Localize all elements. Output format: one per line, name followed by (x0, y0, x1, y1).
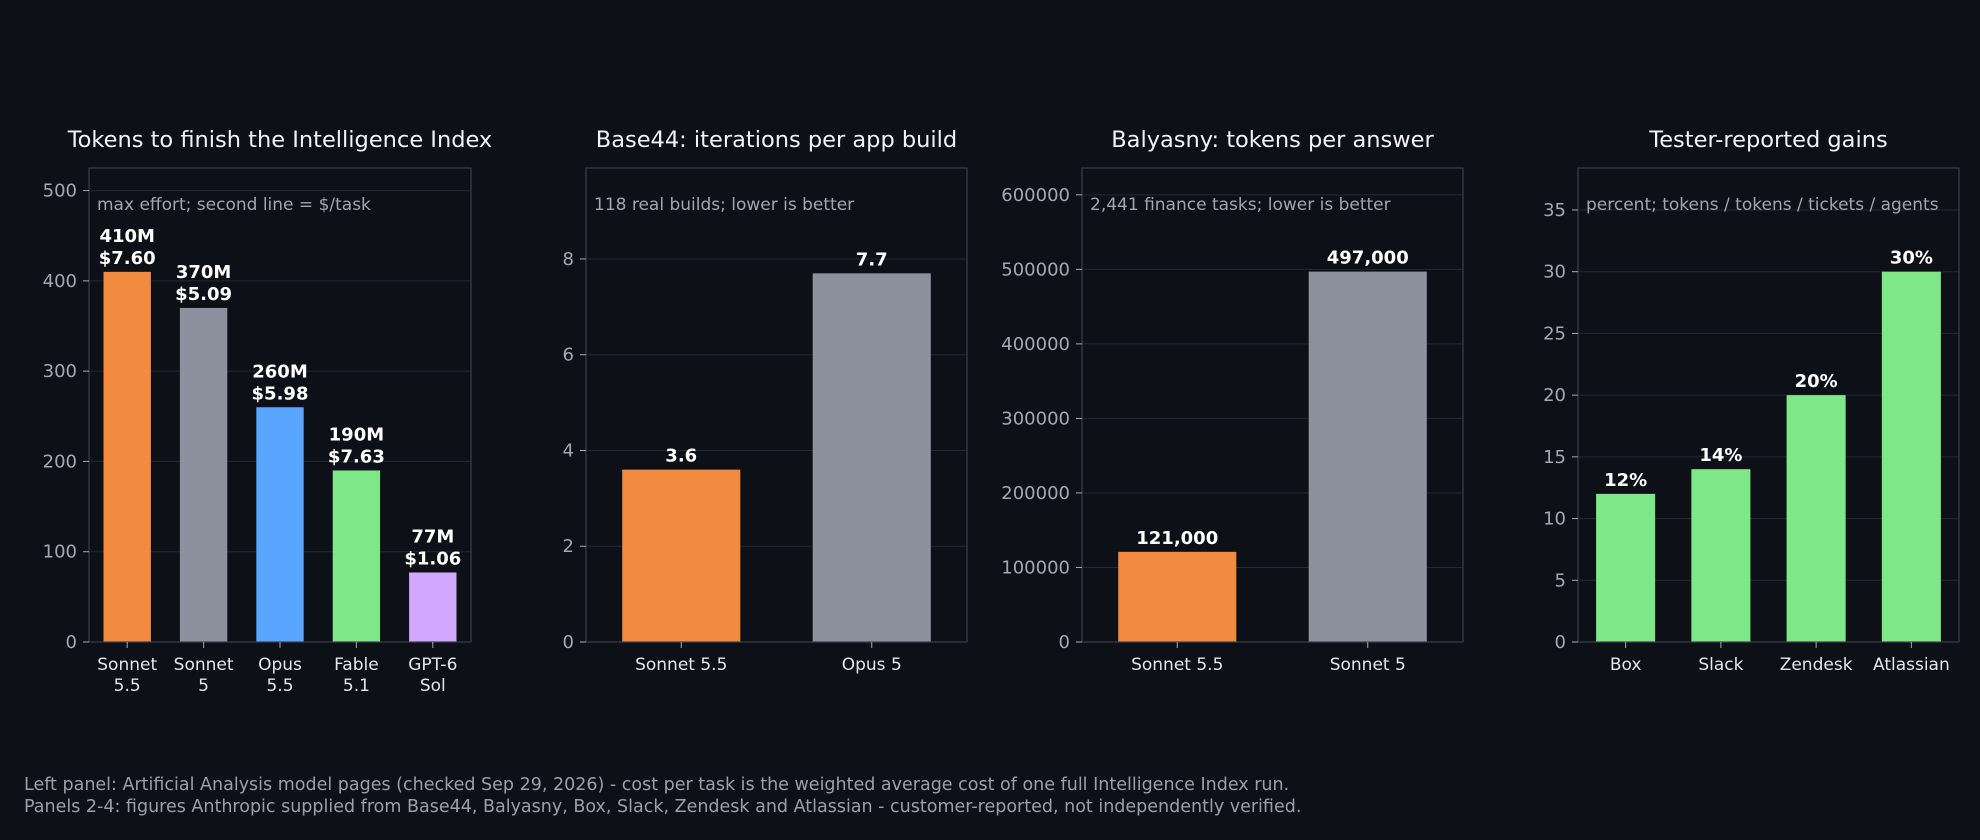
y-tick-label: 0 (1555, 632, 1566, 653)
y-tick-label: 30 (1543, 262, 1566, 283)
bar-slack (1691, 469, 1751, 642)
chart-subtitle: max effort; second line = $/task (97, 195, 371, 215)
bar-atlassian (1881, 271, 1941, 642)
y-tick-label: 15 (1543, 447, 1566, 468)
y-tick-label: 8 (563, 249, 574, 270)
x-tick-label: Atlassian (1873, 655, 1950, 675)
plot-frame (1081, 167, 1464, 643)
y-tick-label: 200000 (1001, 483, 1070, 504)
bar-opus-5-5 (256, 407, 304, 642)
chart-title: Tester-reported gains (1648, 127, 1887, 153)
chart-title: Base44: iterations per app build (596, 127, 957, 153)
bar-gpt-6-sol (409, 572, 457, 642)
data-label: 14% (1699, 445, 1742, 466)
data-label: 77M $1.06 (404, 526, 461, 569)
x-tick-label: Sonnet 5.5 (97, 655, 157, 696)
bar-opus-5 (812, 273, 931, 642)
y-tick-label: 300 (43, 361, 77, 382)
y-tick-label: 100000 (1001, 557, 1070, 578)
bar-sonnet-5-5 (622, 469, 741, 642)
y-tick-label: 0 (1059, 632, 1070, 653)
x-tick-label: Sonnet 5.5 (1131, 655, 1223, 675)
x-tick-label: Slack (1698, 655, 1743, 675)
y-tick-label: 100 (43, 542, 77, 563)
chart-panel-3: 121,000 497,000 0 100000 200000 300000 400000 5… (1001, 127, 1464, 675)
footnote-source-left-panel: Left panel: Artificial Analysis model pa… (24, 775, 1290, 795)
bar-sonnet-5-5 (103, 271, 151, 642)
chart-title: Tokens to finish the Intelligence Index (67, 127, 493, 153)
x-tick-label: Opus 5.5 (258, 655, 302, 696)
chart-panel-4: 12% 14% 20% 30% 0 5 10 15 20 25 30 35 Box Slack Zendes… (1543, 127, 1960, 675)
y-tick-label: 500 (43, 181, 77, 202)
y-tick-label: 35 (1543, 200, 1566, 221)
y-tick-label: 6 (563, 345, 574, 366)
x-tick-label: Fable 5.1 (334, 655, 379, 696)
bar-fable-5-1 (332, 470, 381, 642)
x-tick-label: GPT-6 Sol (408, 655, 457, 696)
y-tick-label: 2 (563, 536, 574, 557)
y-tick-label: 10 (1543, 509, 1566, 530)
x-tick-label: Zendesk (1780, 655, 1853, 675)
y-tick-label: 20 (1543, 385, 1566, 406)
chart-subtitle: percent; tokens / tokens / tickets / age… (1586, 195, 1939, 215)
x-tick-label: Sonnet 5 (174, 655, 234, 696)
y-tick-label: 300000 (1001, 408, 1070, 429)
plot-frame (585, 167, 968, 643)
y-tick-label: 200 (43, 451, 77, 472)
y-tick-label: 500000 (1001, 259, 1070, 280)
y-tick-label: 5 (1555, 570, 1566, 591)
y-tick-label: 4 (563, 440, 574, 461)
chart-panel-2: 3.6 7.7 0 2 4 6 8 Sonnet 5.5 Opus 5 Base44: itera… (563, 127, 968, 675)
chart-title: Balyasny: tokens per answer (1111, 127, 1434, 153)
x-tick-label: Sonnet 5 (1330, 655, 1406, 675)
bar-zendesk (1786, 395, 1846, 642)
data-label: 370M $5.09 (175, 262, 232, 305)
data-label: 497,000 (1327, 248, 1409, 269)
data-label: 121,000 (1136, 528, 1218, 549)
bar-sonnet-5 (1308, 271, 1427, 642)
data-label: 190M $7.63 (328, 424, 385, 467)
y-tick-label: 600000 (1001, 185, 1070, 206)
footnote-source-other-panels: Panels 2-4: figures Anthropic supplied f… (24, 797, 1302, 817)
data-label: 410M $7.60 (99, 226, 156, 269)
data-label: 260M $5.98 (252, 361, 309, 404)
plot-frame (1577, 167, 1960, 643)
data-label: 3.6 (665, 446, 697, 467)
y-tick-label: 0 (563, 632, 574, 653)
chart-subtitle: 118 real builds; lower is better (594, 195, 854, 215)
y-tick-label: 25 (1543, 323, 1566, 344)
y-tick-label: 400000 (1001, 334, 1070, 355)
bar-sonnet-5 (179, 307, 228, 642)
x-tick-label: Box (1610, 655, 1642, 675)
bar-sonnet-5-5 (1118, 551, 1237, 642)
chart-panel-1: 410M $7.60 370M $5.09 260M $5.98 190M $7.63 77M $… (43, 127, 493, 696)
x-tick-label: Opus 5 (842, 655, 902, 675)
y-tick-label: 400 (43, 271, 77, 292)
data-label: 30% (1890, 248, 1933, 269)
data-label: 20% (1795, 371, 1838, 392)
y-tick-label: 0 (66, 632, 77, 653)
data-label: 7.7 (856, 249, 888, 270)
bar-box (1596, 493, 1656, 642)
data-label: 12% (1604, 470, 1647, 491)
chart-subtitle: 2,441 finance tasks; lower is better (1090, 195, 1391, 215)
x-tick-label: Sonnet 5.5 (635, 655, 727, 675)
